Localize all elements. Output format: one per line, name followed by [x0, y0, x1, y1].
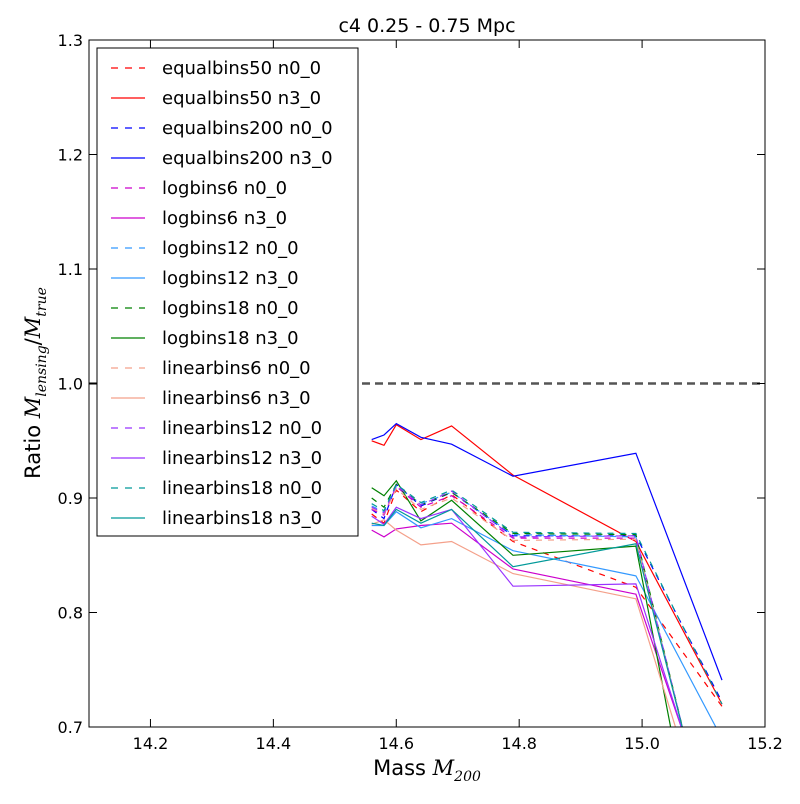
series-line-6	[371, 485, 683, 727]
legend: equalbins50 n0_0 equalbins50 n3_0 equalbin…	[96, 47, 359, 537]
legend-label: linearbins12 n3_0	[162, 448, 322, 469]
x-axis-label: Mass M200	[373, 756, 481, 785]
y-tick-label: 0.7	[58, 718, 83, 737]
legend-label: logbins12 n3_0	[162, 268, 299, 289]
legend-label: logbins18 n0_0	[162, 298, 299, 319]
x-tick-label: 14.4	[256, 734, 292, 753]
legend-label: linearbins18 n3_0	[162, 508, 322, 529]
legend-label: equalbins50 n3_0	[162, 88, 321, 109]
legend-label: equalbins50 n0_0	[162, 58, 321, 79]
legend-label: equalbins200 n3_0	[162, 148, 333, 169]
legend-label: logbins6 n3_0	[162, 208, 287, 229]
legend-label: linearbins12 n0_0	[162, 418, 322, 439]
series-line-5	[371, 522, 682, 727]
legend-label: logbins6 n0_0	[162, 178, 287, 199]
y-axis-label: Ratio Mlensing/Mtrue	[21, 287, 50, 479]
legend-label: linearbins6 n3_0	[162, 388, 311, 409]
series-line-1	[371, 423, 723, 705]
x-tick-label: 14.2	[133, 734, 169, 753]
y-tick-label: 0.8	[58, 604, 83, 623]
chart-title: c4 0.25 - 0.75 Mpc	[338, 15, 515, 37]
legend-label: logbins18 n3_0	[162, 328, 299, 349]
legend-label: equalbins200 n0_0	[162, 118, 333, 139]
y-tick-label: 1.1	[58, 260, 83, 279]
series-layer	[89, 382, 765, 727]
series-line-15	[371, 508, 683, 727]
ticks-layer: 14.2 14.4 14.6 14.8 15.0 15.2 0.7 0.8 0.9 1.0 1.1 1…	[58, 31, 783, 753]
series-line-0	[371, 488, 723, 707]
series-line-13	[371, 506, 683, 727]
legend-label: linearbins18 n0_0	[162, 478, 322, 499]
legend-label: linearbins6 n0_0	[162, 358, 311, 379]
x-tick-label: 14.6	[378, 734, 414, 753]
x-tick-label: 15.2	[747, 734, 783, 753]
y-tick-label: 0.9	[58, 489, 83, 508]
series-line-3	[371, 422, 723, 681]
x-tick-label: 14.8	[501, 734, 537, 753]
legend-box	[96, 47, 359, 537]
y-tick-label: 1.2	[58, 146, 83, 165]
y-tick-label: 1.3	[58, 31, 83, 50]
x-tick-label: 15.0	[624, 734, 660, 753]
y-tick-label: 1.0	[58, 375, 83, 394]
legend-label: logbins12 n0_0	[162, 238, 299, 259]
